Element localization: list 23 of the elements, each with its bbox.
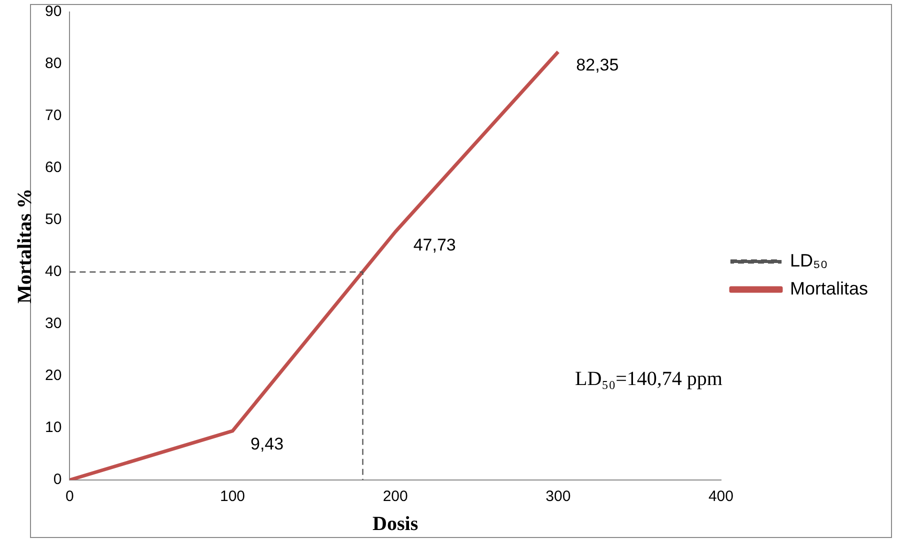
y-tick-label: 30 bbox=[44, 315, 62, 332]
y-tick-label: 90 bbox=[44, 3, 62, 20]
annotation: LD₅₀=140,74 ppm bbox=[575, 368, 722, 391]
x-tick-label: 300 bbox=[546, 488, 571, 506]
y-tick-label: 50 bbox=[44, 211, 62, 228]
y-tick-label: 10 bbox=[44, 419, 62, 436]
y-tick-label: 80 bbox=[44, 55, 62, 72]
y-tick-label: 20 bbox=[44, 367, 62, 384]
data-label: 9,43 bbox=[250, 434, 284, 454]
legend-label: LD₅₀ bbox=[790, 250, 828, 270]
x-axis-title: Dosis bbox=[372, 513, 418, 536]
data-label: 82,35 bbox=[576, 55, 619, 74]
x-tick-label: 100 bbox=[220, 488, 246, 506]
y-tick-label: 40 bbox=[44, 263, 62, 280]
x-tick-label: 0 bbox=[66, 488, 74, 506]
y-tick-label: 70 bbox=[44, 107, 62, 124]
data-label: 47,73 bbox=[413, 235, 456, 254]
x-tick-label: 400 bbox=[708, 488, 734, 506]
y-tick-label: 0 bbox=[53, 471, 62, 488]
x-tick-label: 200 bbox=[382, 488, 408, 506]
y-tick-label: 60 bbox=[44, 159, 62, 176]
y-axis-title: Mortalitas % bbox=[14, 188, 36, 304]
legend-label: Mortalitas bbox=[790, 278, 868, 298]
